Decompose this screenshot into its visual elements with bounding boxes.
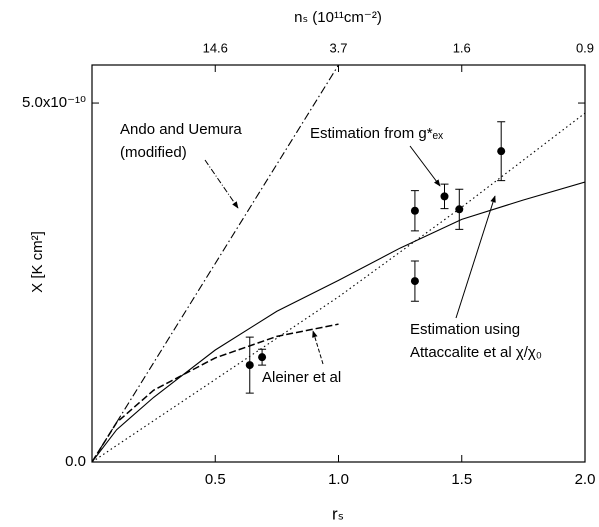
x-tick-label: 1.5 — [451, 471, 472, 488]
data-point — [410, 206, 419, 215]
data-point — [245, 361, 254, 370]
y-axis-label: X [K cm²] — [29, 231, 46, 293]
y-tick-label: 5.0x10⁻¹⁰ — [22, 94, 86, 111]
x-tick-label: 2.0 — [575, 471, 596, 488]
curve — [92, 181, 585, 462]
data-point — [258, 353, 267, 362]
curve — [92, 112, 585, 462]
x-tick-label: 0.5 — [205, 471, 226, 488]
data-point — [440, 192, 449, 201]
annotation: Estimation from g*ₑₓ — [310, 125, 443, 142]
x-axis-label: rₛ — [332, 504, 344, 523]
plot-area — [92, 65, 585, 462]
x2-tick-label: 1.6 — [453, 40, 471, 55]
annotation: (modified) — [120, 144, 187, 161]
x2-tick-label: 3.7 — [329, 40, 347, 55]
curve — [92, 323, 339, 462]
x2-tick-label: 0.9 — [576, 40, 594, 55]
annotation: Estimation using — [410, 321, 520, 338]
arrow — [204, 159, 239, 209]
data-point — [455, 205, 464, 214]
arrow — [312, 330, 324, 365]
curve — [92, 65, 339, 462]
x-tick-label: 1.0 — [328, 471, 349, 488]
arrow — [409, 145, 441, 187]
arrow — [455, 195, 496, 319]
x2-axis-label: nₛ (10¹¹cm⁻²) — [294, 9, 382, 26]
annotation: Ando and Uemura — [120, 121, 242, 138]
annotation: Aleiner et al — [262, 369, 341, 386]
data-point — [497, 147, 506, 156]
annotation: Attaccalite et al χ/χ₀ — [410, 344, 542, 361]
x2-tick-label: 14.6 — [203, 40, 228, 55]
data-point — [410, 277, 419, 286]
y-tick-label: 0.0 — [65, 453, 86, 470]
